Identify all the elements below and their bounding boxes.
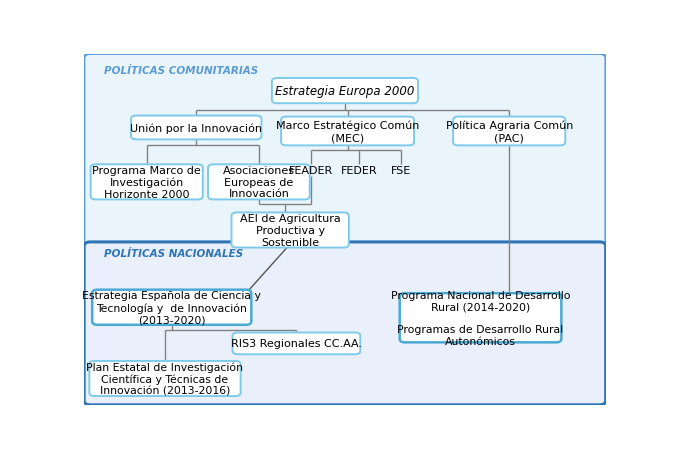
- FancyBboxPatch shape: [453, 117, 565, 146]
- Text: POLÍTICAS COMUNITARIAS: POLÍTICAS COMUNITARIAS: [104, 66, 258, 76]
- FancyBboxPatch shape: [232, 333, 360, 354]
- Text: Política Agraria Común
(PAC): Política Agraria Común (PAC): [446, 121, 573, 143]
- Text: Unión por la Innovación: Unión por la Innovación: [131, 123, 262, 133]
- Text: FSE: FSE: [390, 166, 411, 176]
- FancyBboxPatch shape: [92, 290, 251, 325]
- FancyBboxPatch shape: [91, 165, 203, 200]
- Text: Estrategia Española de Ciencia y
Tecnología y  de Innovación
(2013-2020): Estrategia Española de Ciencia y Tecnolo…: [82, 291, 261, 324]
- Text: FEDER: FEDER: [341, 166, 378, 176]
- Text: Estrategia Europa 2000: Estrategia Europa 2000: [275, 85, 415, 98]
- Text: Programa Marco de
Investigación
Horizonte 2000: Programa Marco de Investigación Horizont…: [92, 166, 201, 199]
- FancyBboxPatch shape: [84, 55, 606, 255]
- FancyBboxPatch shape: [281, 117, 414, 146]
- Text: Asociaciones
Europeas de
Innovación: Asociaciones Europeas de Innovación: [223, 166, 295, 199]
- FancyBboxPatch shape: [84, 243, 606, 405]
- Text: Marco Estratégico Común
(MEC): Marco Estratégico Común (MEC): [276, 121, 419, 143]
- FancyBboxPatch shape: [131, 116, 261, 140]
- FancyBboxPatch shape: [232, 213, 349, 248]
- Text: RIS3 Regionales CC.AA.: RIS3 Regionales CC.AA.: [231, 339, 362, 349]
- Text: AEI de Agricultura
Productiva y
Sostenible: AEI de Agricultura Productiva y Sostenib…: [240, 214, 341, 247]
- Text: Programa Nacional de Desarrollo
Rural (2014-2020)

Programas de Desarrollo Rural: Programa Nacional de Desarrollo Rural (2…: [391, 290, 570, 346]
- Text: POLÍTICAS NACIONALES: POLÍTICAS NACIONALES: [104, 248, 243, 258]
- Text: Plan Estatal de Investigación
Científica y Técnicas de
Innovación (2013-2016): Plan Estatal de Investigación Científica…: [86, 362, 244, 396]
- FancyBboxPatch shape: [90, 361, 241, 396]
- FancyBboxPatch shape: [208, 165, 310, 200]
- FancyBboxPatch shape: [400, 293, 561, 343]
- FancyBboxPatch shape: [272, 79, 418, 104]
- Text: FEADER: FEADER: [289, 166, 333, 176]
